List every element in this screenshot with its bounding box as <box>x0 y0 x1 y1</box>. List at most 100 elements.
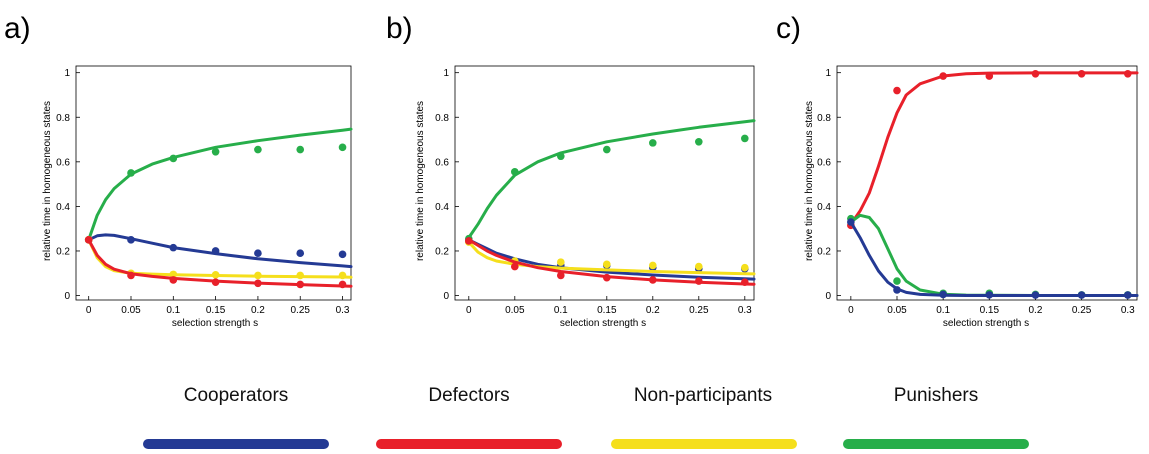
x-tick-label: 0.3 <box>738 305 752 316</box>
x-tick-label: 0.05 <box>121 305 141 316</box>
y-tick-label: 0.8 <box>817 113 831 124</box>
y-tick-label: 0 <box>443 291 449 302</box>
data-point-defectors <box>169 276 178 284</box>
data-point-defectors <box>557 271 565 280</box>
axes-c: 0 0.05 0.1 0.15 0.2 0.25 0.3 0 0.2 0.4 0.6 0.8 1 <box>817 68 1135 316</box>
data-point-defectors <box>1031 70 1040 78</box>
y-tick-label: 0.2 <box>56 246 70 257</box>
data-point-punishers <box>296 145 305 154</box>
data-point-non-participants <box>169 270 178 279</box>
y-tick-label: 0.2 <box>435 246 449 257</box>
series-layer-b <box>465 119 756 286</box>
data-point-defectors <box>1077 70 1086 78</box>
y-axis-title: relative time in homogeneous states <box>804 101 815 261</box>
x-tick-label: 0.3 <box>1121 305 1135 316</box>
data-point-non-participants <box>296 271 305 280</box>
y-tick-label: 0.6 <box>817 157 831 168</box>
y-tick-label: 0.6 <box>435 157 449 168</box>
data-point-defectors <box>741 278 749 286</box>
x-tick-label: 0.2 <box>1029 305 1043 316</box>
data-point-defectors <box>985 72 994 80</box>
x-tick-label: 0.2 <box>646 305 660 316</box>
data-point-defectors <box>338 280 347 289</box>
series-line-non-participants <box>87 238 353 279</box>
legend: Cooperators Defectors Non-participants P… <box>143 385 1029 449</box>
chart-panel-a: 0 0.05 0.1 0.15 0.2 0.25 0.3 0 0.2 0.4 0.6 0.8 1 sel… <box>42 65 353 329</box>
chart-panel-b: 0 0.05 0.1 0.15 0.2 0.25 0.3 0 0.2 0.4 0.6 0.8 1 sel… <box>415 65 756 329</box>
data-point-cooperators <box>254 249 262 257</box>
series-line-punishers <box>87 127 353 242</box>
series-line-punishers <box>467 119 756 240</box>
y-tick-label: 0.4 <box>817 202 831 213</box>
y-tick-label: 0.8 <box>435 113 449 124</box>
data-point-cooperators <box>1123 291 1132 299</box>
data-point-defectors <box>695 277 703 285</box>
y-tick-label: 0 <box>825 291 831 302</box>
x-tick-label: 0 <box>466 305 472 316</box>
x-tick-label: 0.1 <box>936 305 950 316</box>
series-layer-a <box>84 127 353 289</box>
data-point-cooperators <box>338 250 347 259</box>
chart-panel-c: 0 0.05 0.1 0.15 0.2 0.25 0.3 0 0.2 0.4 0.6 0.8 1 sel… <box>804 65 1139 329</box>
series-line-defectors <box>467 238 756 286</box>
data-point-defectors <box>649 276 657 284</box>
data-point-cooperators <box>1077 291 1086 299</box>
data-point-punishers <box>893 277 901 285</box>
x-axis-title: selection strength s <box>943 318 1029 329</box>
data-point-defectors <box>939 72 947 80</box>
data-point-cooperators <box>296 249 305 257</box>
data-point-defectors <box>296 280 305 289</box>
data-point-defectors <box>893 86 901 95</box>
x-tick-label: 0.15 <box>206 305 226 316</box>
data-point-defectors <box>127 271 135 280</box>
data-point-cooperators <box>939 290 947 299</box>
series-line-defectors <box>87 238 353 288</box>
data-point-punishers <box>338 143 347 152</box>
x-tick-label: 0.05 <box>887 305 907 316</box>
data-point-non-participants <box>695 262 703 271</box>
data-point-punishers <box>254 145 262 154</box>
data-point-cooperators <box>127 236 135 244</box>
y-tick-label: 1 <box>443 68 449 79</box>
x-tick-label: 0.25 <box>290 305 310 316</box>
axes-b: 0 0.05 0.1 0.15 0.2 0.25 0.3 0 0.2 0.4 0.6 0.8 1 <box>435 68 752 316</box>
x-tick-label: 0 <box>848 305 854 316</box>
data-point-cooperators <box>847 218 855 226</box>
y-tick-label: 1 <box>64 68 70 79</box>
y-axis-title: relative time in homogeneous states <box>42 101 53 261</box>
legend-item-punishers: Punishers <box>843 385 1029 449</box>
x-axis-title: selection strength s <box>560 318 646 329</box>
data-point-punishers <box>211 148 220 156</box>
data-point-defectors <box>511 262 519 271</box>
data-point-punishers <box>557 152 565 161</box>
data-point-defectors <box>254 279 262 288</box>
panel-letter-a: a) <box>4 12 31 45</box>
legend-label: Defectors <box>428 385 509 406</box>
x-tick-label: 0.05 <box>505 305 525 316</box>
y-tick-label: 0.4 <box>56 202 70 213</box>
data-point-non-participants <box>603 260 611 269</box>
x-tick-label: 0.15 <box>980 305 1000 316</box>
panel-letter-c: c) <box>776 12 801 45</box>
series-line-cooperators <box>87 233 353 269</box>
data-point-defectors <box>1123 70 1132 78</box>
data-point-cooperators <box>211 247 220 255</box>
data-point-non-participants <box>254 271 262 280</box>
data-point-cooperators <box>893 286 901 294</box>
y-axis-title: relative time in homogeneous states <box>415 101 426 261</box>
data-point-punishers <box>649 139 657 147</box>
data-point-punishers <box>603 145 611 154</box>
data-point-punishers <box>741 134 749 143</box>
data-point-defectors <box>603 273 611 282</box>
data-point-cooperators <box>1031 291 1040 299</box>
data-point-non-participants <box>649 261 657 270</box>
x-tick-label: 0.25 <box>689 305 709 316</box>
legend-item-defectors: Defectors <box>376 385 562 449</box>
x-tick-label: 0.2 <box>251 305 265 316</box>
axes-a: 0 0.05 0.1 0.15 0.2 0.25 0.3 0 0.2 0.4 0.6 0.8 1 <box>56 68 350 316</box>
plot-frame <box>75 65 352 301</box>
x-tick-label: 0.15 <box>597 305 617 316</box>
plot-frame <box>454 65 755 301</box>
legend-item-cooperators: Cooperators <box>143 385 329 449</box>
